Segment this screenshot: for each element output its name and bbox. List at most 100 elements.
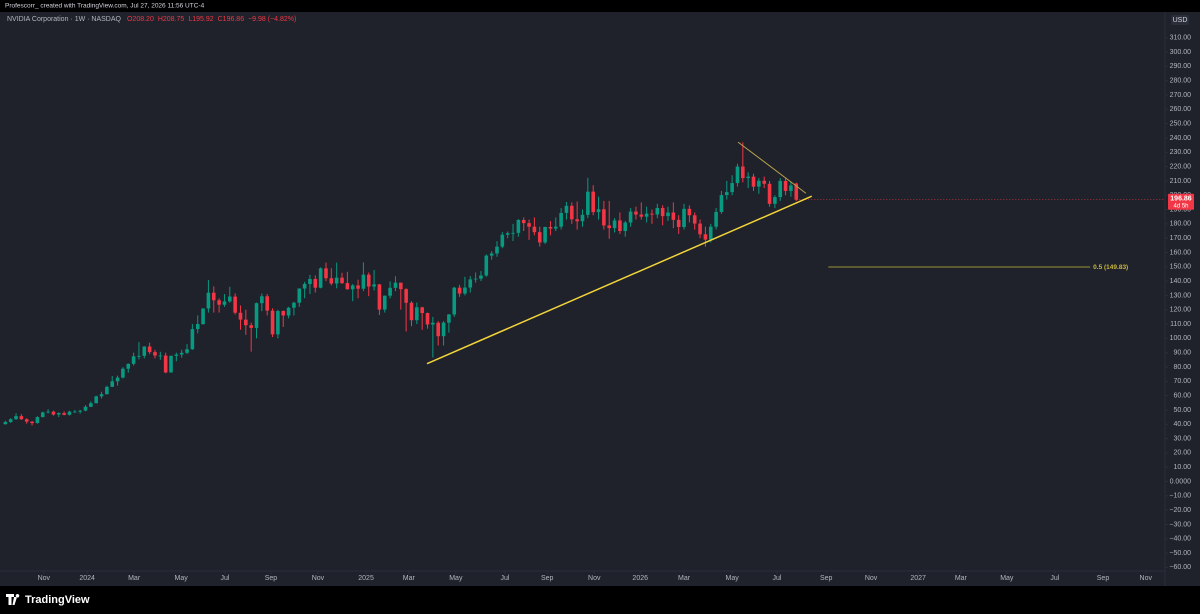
candle-body [596, 209, 601, 213]
y-tick-label: 10.00 [1173, 464, 1191, 471]
candle-body [89, 403, 93, 407]
candle-body [543, 226, 547, 243]
candle-body [516, 219, 521, 233]
candle-body [463, 287, 467, 294]
candle-body [286, 307, 291, 316]
candle-body [393, 282, 398, 288]
brand: TradingView [25, 594, 90, 606]
candle-body [313, 278, 318, 288]
ohlc-label: O208.20 [127, 16, 154, 23]
candle-body [559, 212, 563, 227]
candle-body [660, 207, 665, 217]
candle-body [441, 322, 446, 337]
candle-body [447, 314, 451, 323]
y-tick-label: 80.00 [1173, 364, 1191, 371]
candle-body [270, 310, 275, 335]
fib-level-label: 0.5 (149.83) [1093, 264, 1128, 271]
x-tick-label: 2025 [358, 575, 374, 582]
candle-body [767, 183, 772, 204]
candle-body [350, 285, 355, 290]
candle-body [276, 311, 280, 335]
ohlc-label: L195.92 [188, 16, 213, 23]
y-tick-label: 30.00 [1173, 435, 1191, 442]
y-tick-label: 180.00 [1170, 221, 1192, 228]
candle-body [634, 211, 638, 215]
candle-body [179, 352, 184, 355]
candle-body [511, 232, 515, 234]
trend-line [737, 141, 807, 194]
candle-body [532, 226, 537, 233]
x-tick-label: Nov [588, 575, 601, 582]
y-tick-label: −20.00 [1169, 507, 1191, 514]
candle-body [190, 329, 195, 350]
candle-body [612, 220, 617, 229]
candle-body [281, 311, 286, 316]
y-tick-label: 110.00 [1170, 321, 1191, 328]
brand-logo: TradingView [6, 594, 90, 606]
candle-body [260, 296, 264, 304]
candle-body [329, 278, 334, 284]
candle-body [163, 355, 168, 373]
candle-body [110, 381, 115, 387]
candle-body [334, 277, 339, 284]
y-tick-label: 20.00 [1173, 450, 1191, 457]
x-tick-label: May [726, 575, 740, 582]
y-tick-label: 280.00 [1170, 78, 1192, 85]
candle-body [366, 274, 371, 287]
candle-body [457, 287, 462, 294]
candle-body [655, 207, 660, 215]
candle-body [687, 208, 692, 216]
candle-body [227, 296, 232, 302]
x-tick-label: 2024 [79, 575, 95, 582]
x-tick-label: Nov [865, 575, 878, 582]
y-tick-label: 50.00 [1173, 407, 1191, 414]
y-tick-label: 190.00 [1170, 206, 1192, 213]
candle-body [46, 411, 50, 413]
candle-body [719, 195, 724, 212]
ohlc-label: −9.98 (−4.82%) [248, 16, 296, 23]
candle-body [570, 205, 574, 220]
candle-body [746, 176, 750, 179]
x-tick-label: Nov [1140, 575, 1153, 582]
candle-body [195, 324, 200, 330]
y-tick-label: 170.00 [1170, 235, 1192, 242]
candle-body [35, 417, 40, 424]
candle-body [431, 322, 435, 325]
y-tick-label: 160.00 [1170, 249, 1192, 256]
candle-body [238, 312, 243, 320]
candle-body [121, 368, 125, 378]
candle-body [217, 300, 221, 305]
y-tick-label: −10.00 [1169, 493, 1191, 500]
candle-body [24, 419, 29, 422]
candle-body [452, 287, 457, 315]
candle-body [676, 219, 681, 227]
candle-body [527, 223, 531, 227]
y-tick-label: 260.00 [1170, 106, 1192, 113]
x-tick-label: May [449, 575, 463, 582]
candle-body [698, 223, 702, 235]
x-tick-label: Mar [678, 575, 691, 582]
candle-body [254, 303, 259, 328]
y-tick-label: 210.00 [1170, 178, 1192, 185]
candle-body [62, 413, 66, 415]
y-tick-label: 70.00 [1173, 378, 1191, 385]
candle-body [730, 183, 734, 193]
candle-body [142, 346, 147, 356]
candle-body [30, 421, 34, 424]
x-tick-label: 2027 [910, 575, 926, 582]
y-tick-label: 250.00 [1170, 120, 1192, 127]
candle-body [14, 416, 18, 420]
candle-body [404, 289, 408, 303]
y-tick-label: −40.00 [1169, 536, 1191, 543]
candle-body [137, 355, 141, 357]
candles [3, 142, 799, 426]
x-tick-label: Sep [265, 575, 278, 582]
candle-body [105, 386, 109, 395]
candle-body [468, 279, 473, 288]
candle-body [420, 307, 424, 314]
candle-body [292, 302, 296, 308]
candle-body [409, 302, 414, 321]
candle-body [318, 268, 323, 288]
candle-body [495, 246, 499, 254]
